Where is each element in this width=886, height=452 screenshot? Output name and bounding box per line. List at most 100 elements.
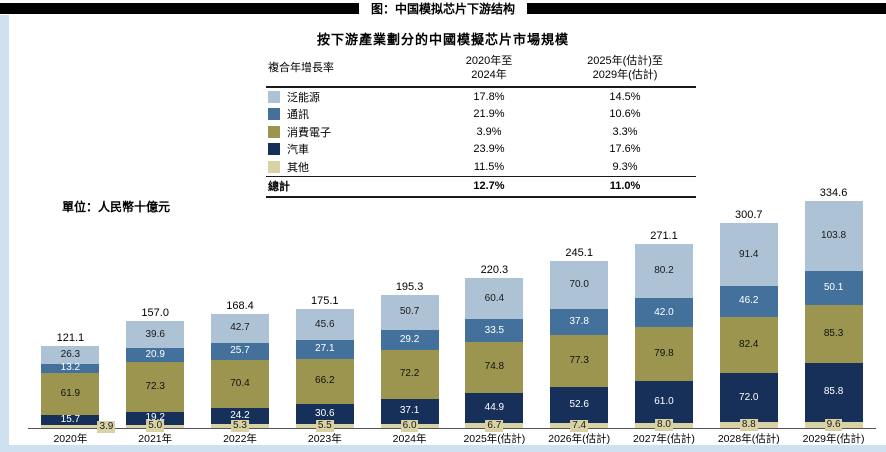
legend-header-period-2-line1: 2025年(估計)至 [587, 55, 663, 68]
bar-segment-automotive: 52.6 [550, 387, 609, 423]
legend-item-consumer-electronics: 消費電子 [266, 124, 424, 140]
stacked-bar: 26.3 13.2 61.9 15.7 3.9 [41, 345, 116, 433]
bar-segment-value: 79.8 [654, 347, 674, 359]
bar-segment-automotive: 37.1 [380, 398, 439, 424]
bar-segment-value: 19.2 [145, 412, 165, 424]
x-axis-labels: 2020年 2021年 2022年 2023年 2024年 2025年(估計) 2026年(… [28, 431, 876, 446]
bar-segment-pan-energy: 42.7 [210, 313, 269, 343]
legend-swatch-others [268, 160, 280, 173]
page-left-margin-strip [0, 15, 9, 452]
bar-segment-consumer-electronics: 85.3 [804, 305, 863, 364]
bar-segment-automotive: 15.7 [41, 413, 100, 426]
bar-segment-value: 13.2 [60, 362, 81, 374]
legend-item-pan-energy: 泛能源 [266, 89, 424, 105]
bar-segment-value: 9.6 [824, 418, 843, 431]
bar-segment-communications: 46.2 [719, 285, 778, 317]
bar-segment-communications: 27.1 [295, 340, 354, 359]
legend-total-cagr-2025-2029: 11.0% [609, 180, 641, 192]
bar-segment-value: 45.6 [315, 318, 335, 330]
bar-segment-value: 29.2 [399, 333, 420, 345]
bar-segment-value: 39.6 [145, 328, 165, 340]
legend-row-consumer-electronics: 消費電子 3.9% 3.3% [266, 123, 696, 141]
bar-segment-automotive: 44.9 [465, 392, 524, 424]
bar-segment-pan-energy: 70.0 [550, 261, 609, 309]
bar-segment-value: 37.1 [399, 405, 420, 417]
bar-segment-others: 5.0 [126, 420, 185, 433]
stacked-bar: 103.8 50.1 85.3 85.8 9.6 [804, 200, 863, 431]
bar-segment-value: 61.0 [654, 395, 674, 407]
bar-segment-pan-energy: 26.3 [41, 345, 100, 364]
bar-segment-value: 26.3 [60, 348, 81, 360]
bar-segment-automotive: 61.0 [634, 381, 693, 423]
bar-segment-value: 70.0 [569, 279, 589, 291]
bar-segment-value: 15.7 [60, 413, 81, 425]
x-axis-label: 2020年 [53, 433, 88, 445]
bar-segment-value: 6.0 [400, 419, 419, 432]
bar-segment-automotive: 85.8 [804, 363, 863, 422]
bar-segment-value: 61.9 [60, 387, 81, 399]
bar-total-label: 121.1 [56, 331, 85, 344]
bar-segment-others: 6.0 [380, 419, 439, 432]
bar-segment-value: 20.9 [145, 349, 165, 361]
x-axis-label: 2022年 [223, 433, 257, 445]
bar-segment-value: 42.0 [654, 306, 674, 318]
bar-segment-value: 52.6 [569, 399, 589, 411]
legend-header-period-2-line2: 2029年(估計) [592, 69, 658, 81]
legend-row-pan-energy: 泛能源 17.8% 14.5% [266, 88, 696, 106]
bar-column: 220.3 60.4 33.5 74.8 44.9 6.7 [452, 160, 537, 432]
legend-row-communications: 通訊 21.9% 10.6% [266, 106, 696, 124]
legend-item-label: 通訊 [287, 109, 309, 122]
legend-item-others: 其他 [266, 159, 424, 175]
legend-item-label: 汽車 [287, 144, 309, 157]
bar-segment-value: 3.9 [97, 420, 116, 433]
legend-cagr-2020-2024: 11.5% [473, 160, 505, 173]
x-axis-label: 2024年 [392, 433, 427, 445]
bar-segment-consumer-electronics: 72.2 [380, 349, 439, 399]
bar-segment-pan-energy: 103.8 [804, 200, 863, 272]
bar-segment-automotive: 72.0 [719, 373, 778, 422]
bar-segment-value: 33.5 [484, 324, 505, 336]
legend-swatch-communications [268, 108, 280, 121]
bar-segment-consumer-electronics: 66.2 [295, 358, 354, 404]
bar-segment-value: 85.3 [823, 328, 844, 340]
legend-header-period-1-line1: 2020年至 [465, 55, 513, 68]
bar-segment-value: 42.7 [230, 322, 250, 334]
bar-segment-pan-energy: 50.7 [380, 295, 439, 330]
bar-segment-value: 6.7 [485, 419, 504, 432]
bar-total-label: 157.0 [141, 307, 169, 320]
bar-segment-value: 72.2 [399, 368, 420, 380]
legend-cagr-2025-2029: 17.6% [609, 143, 641, 156]
legend-cagr-2020-2024: 17.8% [473, 90, 505, 103]
legend-row-others: 其他 11.5% 9.3% [266, 158, 696, 176]
legend-table: 複合年增長率 2020年至 2024年 2025年(估計)至 2029年(估計)… [266, 52, 696, 198]
bar-total-label: 195.3 [395, 281, 424, 294]
unit-label: 單位：人民幣十億元 [62, 200, 171, 214]
stacked-bar: 45.6 27.1 66.2 30.6 5.5 [295, 309, 354, 433]
header-left-bar [0, 2, 359, 14]
plot-area: 121.1 26.3 13.2 61.9 15.7 3.9 157.0 39.6 20.9 72.… [28, 160, 876, 433]
bar-segment-value: 66.2 [315, 375, 335, 387]
page-bottom-margin-strip [0, 445, 886, 452]
bar-segment-value: 74.8 [484, 361, 505, 373]
x-axis-label: 2021年 [138, 433, 173, 445]
bar-segment-others: 5.5 [295, 420, 354, 433]
bar-segment-others: 8.0 [634, 419, 693, 432]
bar-segment-pan-energy: 91.4 [719, 223, 778, 286]
legend-cagr-2020-2024: 23.9% [473, 143, 505, 156]
header-right-bar [527, 2, 886, 14]
legend-header-row: 複合年增長率 2020年至 2024年 2025年(估計)至 2029年(估計) [266, 52, 696, 88]
legend-item-label: 其他 [287, 161, 309, 174]
bar-segment-value: 82.4 [739, 339, 759, 350]
x-axis-label: 2029年(估計) [802, 433, 865, 445]
legend-cagr-2020-2024: 21.9% [473, 108, 505, 121]
stacked-bar: 80.2 42.0 79.8 61.0 8.0 [634, 243, 693, 432]
legend-swatch-pan-energy [268, 90, 280, 103]
bar-segment-value: 46.2 [739, 295, 759, 307]
legend-item-automotive: 汽車 [266, 141, 424, 157]
x-axis-label: 2028年(估計) [717, 433, 780, 445]
bar-segment-others: 6.7 [465, 419, 524, 432]
x-axis-label: 2023年 [307, 433, 342, 445]
bar-segment-communications: 25.7 [210, 342, 269, 361]
x-axis-label: 2026年(估計) [548, 433, 611, 445]
x-axis-label: 2025年(估計) [463, 433, 526, 445]
